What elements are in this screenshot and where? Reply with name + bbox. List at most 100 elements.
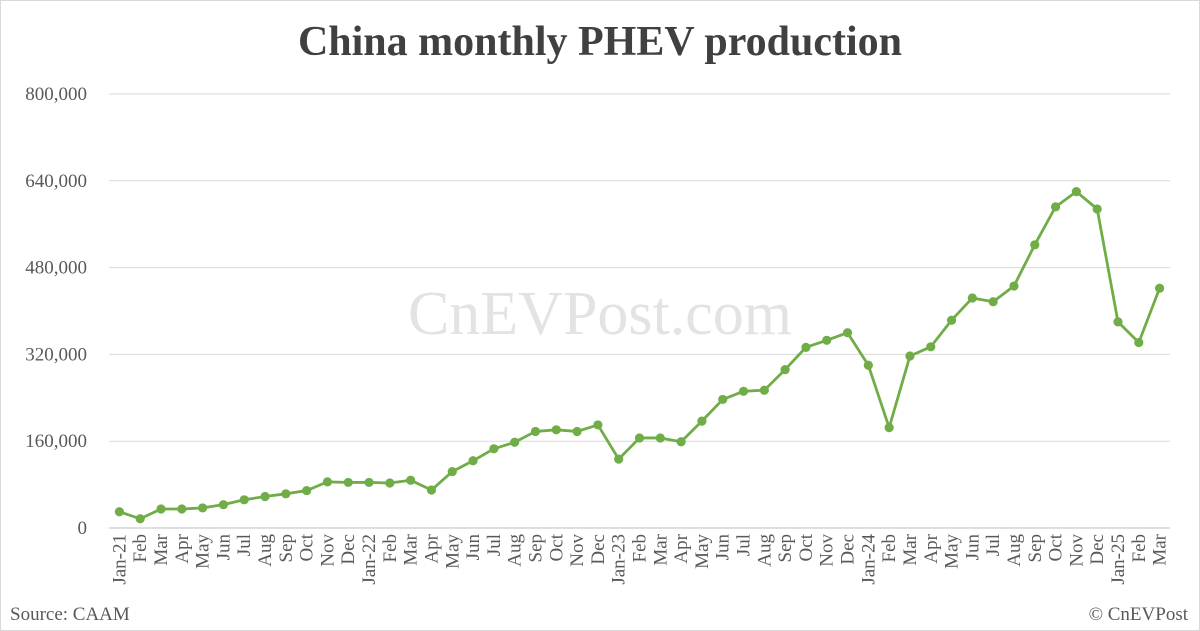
gridlines <box>109 93 1170 529</box>
x-tick-label: Jul <box>734 534 755 556</box>
x-tick-label: Jun <box>213 534 234 561</box>
watermark: CnEVPost.com <box>408 280 792 348</box>
data-point <box>489 444 499 454</box>
y-tick-label: 320,000 <box>25 344 87 365</box>
x-tick-label: Dec <box>1087 534 1108 565</box>
copyright-note: © CnEVPost <box>1089 604 1189 625</box>
x-tick-label: Sep <box>775 534 796 563</box>
x-tick-label: Jun <box>962 534 983 561</box>
data-point <box>343 477 353 488</box>
data-point <box>302 485 312 496</box>
data-point <box>1050 202 1061 212</box>
x-tick-label: Nov <box>567 534 588 567</box>
x-tick-label: Apr <box>421 533 442 563</box>
data-point <box>946 315 957 325</box>
data-point <box>926 342 936 352</box>
x-tick-label: Sep <box>1025 534 1046 563</box>
y-tick-label: 480,000 <box>25 258 87 279</box>
data-point <box>1134 337 1144 348</box>
x-tick-label: May <box>193 534 214 569</box>
x-tick-label: Jul <box>484 534 505 556</box>
data-point <box>135 514 145 524</box>
x-tick-label: May <box>942 534 963 569</box>
x-tick-label: Dec <box>338 534 359 565</box>
x-tick-label: Jun <box>463 534 484 561</box>
x-tick-label: Mar <box>650 533 671 565</box>
y-axis-ticks: 0 160,000 320,000 480,000 640,000 800,000 <box>25 84 87 539</box>
data-point <box>364 477 374 488</box>
data-point <box>406 475 416 485</box>
x-tick-label: Jul <box>983 534 1004 556</box>
data-point <box>801 342 811 352</box>
data-point <box>426 485 437 495</box>
x-tick-label: Nov <box>317 534 338 567</box>
data-point <box>863 360 873 370</box>
data-point <box>759 385 769 395</box>
x-tick-label: Jan-21 <box>109 534 130 585</box>
data-point <box>260 491 270 502</box>
data-point <box>156 504 166 514</box>
data-point <box>655 433 665 443</box>
data-point <box>988 297 998 307</box>
data-point <box>447 466 457 477</box>
x-tick-label: Jan-25 <box>1108 534 1129 585</box>
x-tick-label: Oct <box>1046 533 1067 561</box>
x-tick-label: Jul <box>234 534 255 556</box>
x-axis-ticks: Jan-21 Feb Mar Apr May Jun Jul Aug Sep Oct Nov Dec J… <box>109 533 1170 584</box>
x-tick-label: Sep <box>525 534 546 563</box>
x-tick-label: Feb <box>879 534 900 563</box>
data-point <box>967 293 977 303</box>
data-point <box>177 504 187 514</box>
data-point <box>634 433 645 443</box>
data-point <box>593 420 603 430</box>
y-tick-label: 160,000 <box>25 431 87 452</box>
x-tick-label: Oct <box>546 533 567 561</box>
y-tick-label: 640,000 <box>25 171 87 192</box>
data-point <box>1009 281 1019 291</box>
data-point <box>281 489 291 499</box>
x-tick-label: Mar <box>1150 533 1171 565</box>
source-note: Source: CAAM <box>10 604 130 625</box>
data-point <box>738 386 749 396</box>
x-tick-label: Dec <box>838 534 859 565</box>
data-point <box>1071 187 1081 197</box>
data-point <box>1154 283 1165 293</box>
x-tick-label: Nov <box>1066 534 1087 567</box>
x-tick-label: Sep <box>276 534 297 563</box>
data-point <box>468 456 478 466</box>
x-tick-label: Jan-22 <box>359 534 380 585</box>
y-tick-label: 800,000 <box>25 84 87 105</box>
data-point <box>718 394 728 405</box>
x-tick-label: Feb <box>380 534 401 563</box>
series-plot <box>114 187 1165 524</box>
x-tick-label: Dec <box>588 534 609 565</box>
x-tick-label: Jan-23 <box>609 534 630 585</box>
data-point <box>905 351 915 361</box>
data-point <box>385 478 395 488</box>
data-point <box>322 477 333 487</box>
data-point <box>239 495 249 505</box>
x-tick-label: Feb <box>1129 534 1150 563</box>
x-tick-label: Nov <box>817 534 838 567</box>
x-tick-label: Feb <box>630 534 651 563</box>
x-tick-label: May <box>692 534 713 569</box>
x-tick-label: Oct <box>297 533 318 561</box>
data-point <box>510 437 520 447</box>
x-tick-label: Apr <box>921 533 942 563</box>
data-point <box>676 437 686 447</box>
x-tick-label: Aug <box>754 534 775 567</box>
data-point <box>884 423 894 433</box>
x-tick-label: Apr <box>671 533 692 563</box>
x-tick-label: Aug <box>255 534 276 567</box>
data-point <box>198 503 208 513</box>
data-point <box>1113 317 1123 327</box>
data-point <box>218 500 229 510</box>
x-tick-label: May <box>442 534 463 569</box>
x-tick-label: Mar <box>151 533 172 565</box>
chart-title: China monthly PHEV production <box>298 19 902 65</box>
x-tick-label: Jan-24 <box>858 534 879 585</box>
data-point <box>842 328 853 338</box>
data-point <box>1030 240 1040 250</box>
data-point <box>780 364 790 375</box>
